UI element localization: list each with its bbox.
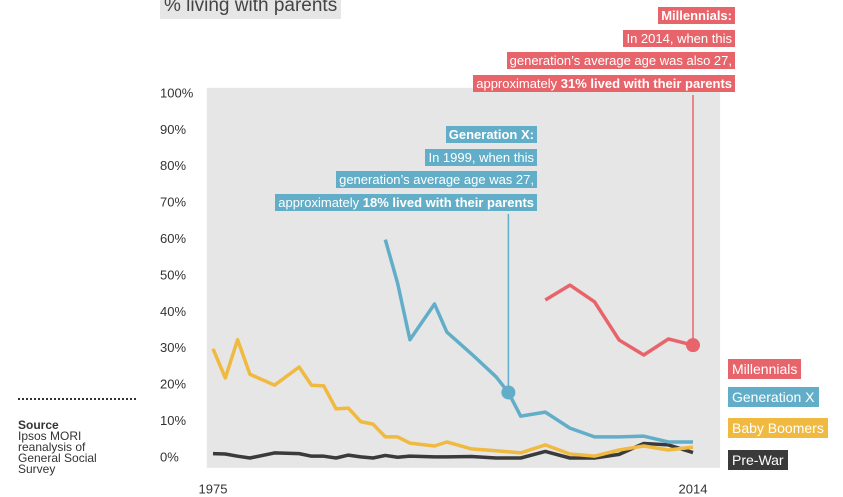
- legend-item: Pre-War: [728, 450, 788, 470]
- source-text: Ipsos MORI: [18, 429, 82, 443]
- annotation-text: In 1999, when this: [425, 148, 537, 166]
- annotation-line: approximately 18% lived with their paren…: [275, 192, 537, 215]
- source-label: Source: [18, 418, 59, 432]
- highlight-dot: [501, 385, 516, 400]
- annotation-line: generation’s average age was 27,: [275, 169, 537, 192]
- annotation-title: Generation X:: [275, 124, 537, 147]
- series-line: [211, 337, 694, 458]
- annotation-bold: 31% lived with their parents: [560, 74, 735, 92]
- annotation-bold: 18% lived with their parents: [362, 193, 537, 211]
- y-tick-label: 90%: [160, 122, 186, 137]
- annotation-title: Millennials:: [473, 5, 735, 28]
- series-line: [212, 441, 694, 460]
- annotation-line: In 2014, when this: [473, 28, 735, 51]
- x-tick-label: 1975: [199, 481, 228, 496]
- annotation-title-text: Millennials:: [658, 7, 735, 24]
- source-text: reanalysis of: [18, 440, 86, 454]
- annotation-text: generation’s average age was 27,: [336, 171, 537, 188]
- annotation-text: approximately: [275, 193, 363, 211]
- series-line: [383, 239, 693, 444]
- annotation-line: approximately 31% lived with their paren…: [473, 73, 735, 96]
- source: Source Ipsos MORI reanalysis of General Soc…: [18, 398, 136, 475]
- legend-item: Millennials: [728, 359, 802, 379]
- x-tick-label: 2014: [679, 481, 708, 496]
- y-tick-label: 60%: [160, 231, 186, 246]
- y-tick-label: 50%: [160, 267, 186, 282]
- y-tick-label: 0%: [160, 449, 179, 464]
- y-tick-label: 30%: [160, 340, 186, 355]
- source-text: General Social: [18, 451, 97, 465]
- highlight-dot: [686, 338, 700, 353]
- chart-title: % living with parents: [160, 0, 342, 19]
- annotation: Generation X: In 1999, when this generatio…: [275, 124, 537, 214]
- series-line: [544, 283, 694, 357]
- annotation-line: In 1999, when this: [275, 147, 537, 170]
- y-tick-label: 20%: [160, 377, 186, 392]
- y-tick-label: 40%: [160, 304, 186, 319]
- legend-item: Baby Boomers: [728, 418, 828, 438]
- annotation: Millennials: In 2014, when this generation…: [473, 5, 735, 95]
- y-tick-label: 80%: [160, 158, 186, 173]
- legend-item: Generation X: [728, 387, 819, 407]
- annotation-text: approximately: [473, 74, 561, 92]
- annotation-text: In 2014, when this: [623, 29, 735, 47]
- y-tick-label: 70%: [160, 195, 186, 210]
- y-tick-label: 10%: [160, 413, 186, 428]
- annotation-text: generation’s average age was also 27,: [506, 52, 735, 69]
- annotation-line: generation’s average age was also 27,: [473, 50, 735, 73]
- annotation-title-text: Generation X:: [445, 126, 537, 143]
- y-tick-label: 100%: [160, 85, 194, 100]
- source-text: Survey: [18, 462, 56, 476]
